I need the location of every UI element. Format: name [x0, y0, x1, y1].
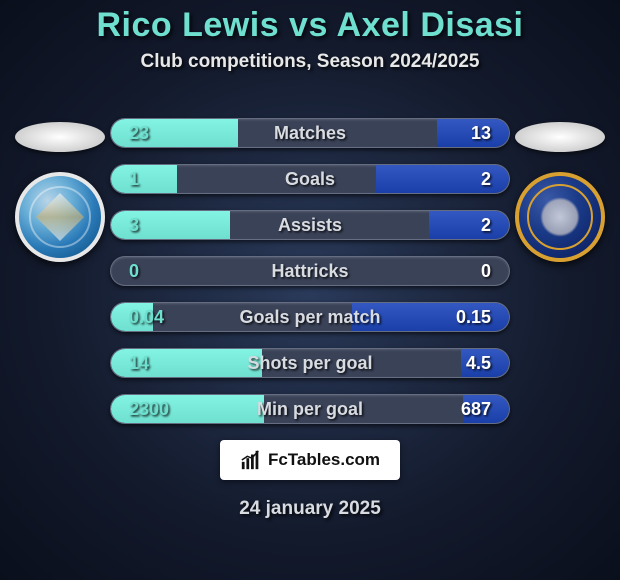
stat-row: 1 Goals 2 — [110, 164, 510, 194]
right-team-column — [500, 118, 620, 262]
stat-row: 23 Matches 13 — [110, 118, 510, 148]
stat-value-left: 3 — [129, 215, 169, 236]
stat-row: 14 Shots per goal 4.5 — [110, 348, 510, 378]
stat-label: Matches — [274, 123, 346, 144]
date-text: 24 january 2025 — [0, 498, 620, 520]
stat-value-left: 0 — [129, 261, 169, 282]
stat-value-right: 2 — [451, 169, 491, 190]
stat-label: Hattricks — [271, 261, 348, 282]
stat-row: 3 Assists 2 — [110, 210, 510, 240]
player-silhouette-right — [515, 122, 605, 152]
stat-label: Goals — [285, 169, 335, 190]
stat-value-left: 0.04 — [129, 307, 169, 328]
stat-label: Shots per goal — [247, 353, 372, 374]
stat-value-right: 0.15 — [451, 307, 491, 328]
brand-badge: FcTables.com — [220, 440, 400, 480]
page-subtitle: Club competitions, Season 2024/2025 — [0, 51, 620, 73]
stat-row: 0.04 Goals per match 0.15 — [110, 302, 510, 332]
stat-value-left: 14 — [129, 353, 169, 374]
page-title: Rico Lewis vs Axel Disasi — [0, 0, 620, 45]
left-team-column — [0, 118, 120, 262]
team-crest-left — [15, 172, 105, 262]
stat-value-left: 1 — [129, 169, 169, 190]
stat-label: Assists — [278, 215, 342, 236]
stat-value-right: 687 — [451, 399, 491, 420]
stat-value-right: 4.5 — [451, 353, 491, 374]
stat-value-right: 0 — [451, 261, 491, 282]
stat-row: 2300 Min per goal 687 — [110, 394, 510, 424]
stat-label: Min per goal — [257, 399, 363, 420]
team-crest-right — [515, 172, 605, 262]
stat-value-right: 13 — [451, 123, 491, 144]
stat-value-left: 23 — [129, 123, 169, 144]
stat-label: Goals per match — [239, 307, 380, 328]
stat-value-right: 2 — [451, 215, 491, 236]
stat-value-left: 2300 — [129, 399, 169, 420]
player-silhouette-left — [15, 122, 105, 152]
stats-panel: 23Matches131Goals23Assists20Hattricks00.… — [110, 118, 510, 440]
stat-row: 0 Hattricks 0 — [110, 256, 510, 286]
brand-text: FcTables.com — [268, 450, 380, 470]
chart-icon — [240, 449, 262, 471]
